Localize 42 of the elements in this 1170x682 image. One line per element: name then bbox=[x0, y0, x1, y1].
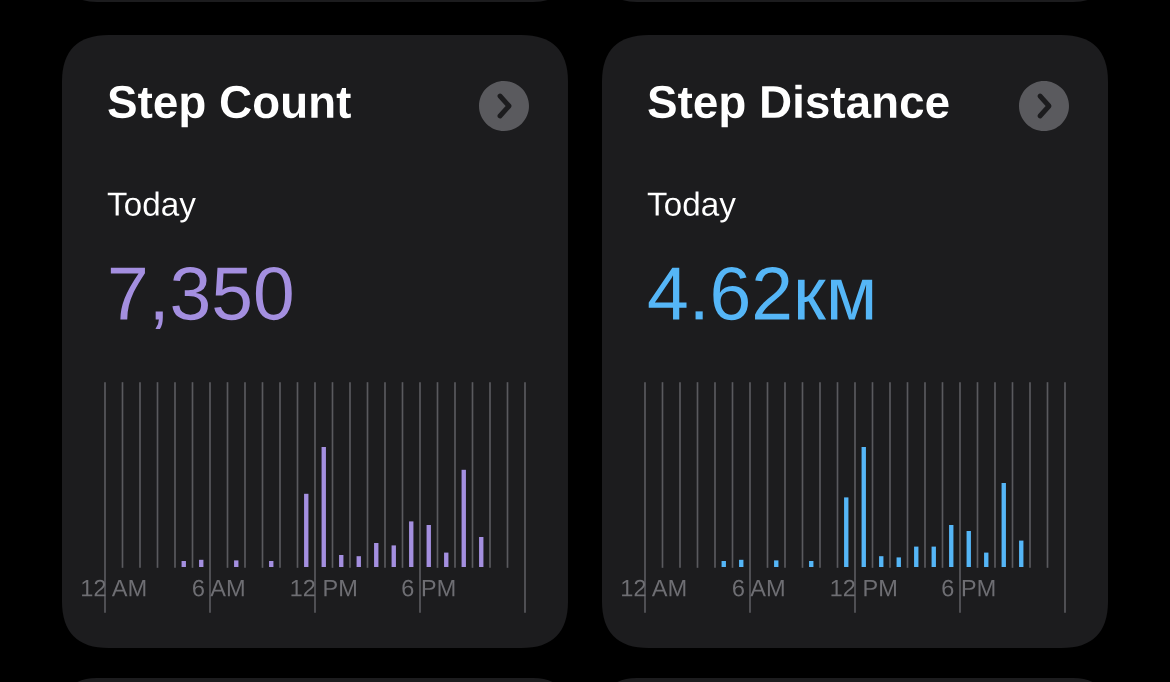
bar bbox=[199, 559, 204, 567]
bar bbox=[896, 557, 901, 567]
bar bbox=[774, 560, 779, 567]
bar bbox=[321, 447, 326, 567]
x-tick-label: 6 AM bbox=[193, 579, 244, 597]
chart-title: Step Count bbox=[108, 85, 351, 128]
bar bbox=[931, 546, 936, 567]
bar bbox=[356, 556, 361, 567]
bar bbox=[861, 447, 866, 567]
bar bbox=[374, 543, 379, 567]
x-tick-label: 12 AM bbox=[622, 579, 686, 597]
bar bbox=[234, 560, 239, 567]
bar bbox=[391, 545, 396, 567]
bar bbox=[914, 546, 919, 567]
bar bbox=[461, 469, 466, 567]
x-tick-label: 12 PM bbox=[831, 579, 896, 597]
bar bbox=[339, 555, 344, 567]
text: 4.62км bbox=[648, 267, 873, 321]
bar bbox=[426, 525, 431, 567]
bar bbox=[809, 561, 814, 567]
bar bbox=[949, 525, 954, 567]
bar bbox=[479, 537, 484, 567]
bar bbox=[1001, 483, 1006, 567]
bar bbox=[879, 556, 884, 567]
x-tick-label: 12 AM bbox=[82, 579, 146, 597]
bar bbox=[269, 561, 274, 567]
bar bbox=[304, 493, 309, 567]
bar bbox=[844, 497, 849, 567]
bar bbox=[739, 559, 744, 567]
bar bbox=[181, 561, 186, 567]
x-tick-label: 6 PM bbox=[942, 579, 995, 597]
bar bbox=[1019, 540, 1024, 567]
x-tick-label: 6 AM bbox=[733, 579, 784, 597]
x-tick-label: 6 PM bbox=[402, 579, 455, 597]
x-tick-label: 12 PM bbox=[291, 579, 356, 597]
bar bbox=[966, 531, 971, 567]
text: 7,350 bbox=[110, 267, 292, 329]
chart-subtitle: Today bbox=[107, 191, 196, 223]
chart-subtitle: Today bbox=[647, 191, 736, 223]
bar bbox=[721, 561, 726, 567]
bar bbox=[409, 521, 414, 567]
chart-title: Step Distance bbox=[648, 84, 949, 128]
